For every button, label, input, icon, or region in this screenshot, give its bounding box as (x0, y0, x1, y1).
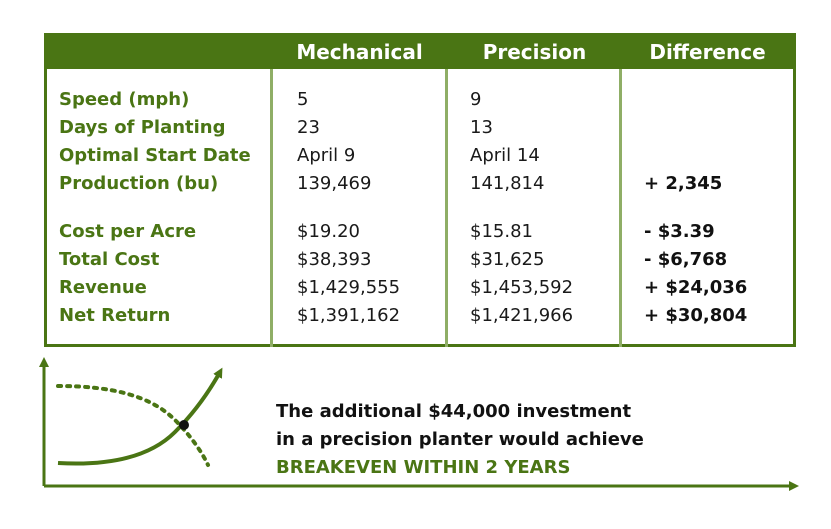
precision-value: April 14 (470, 145, 540, 166)
note-line-1: The additional $44,000 investment (276, 401, 632, 422)
mechanical-value: $19.20 (297, 221, 360, 242)
row-label: Revenue (59, 277, 147, 298)
mechanical-value: $1,391,162 (297, 305, 401, 326)
table-header: Mechanical Precision Difference (47, 36, 793, 69)
table-row: Cost per Acre $19.20 $15.81 - $3.39 (47, 218, 793, 246)
difference-value: - $3.39 (644, 221, 715, 242)
header-difference: Difference (649, 40, 766, 64)
header-mechanical: Mechanical (296, 40, 423, 64)
mechanical-value: April 9 (297, 145, 356, 166)
precision-value: $1,453,592 (470, 277, 574, 298)
precision-value: 141,814 (470, 173, 545, 194)
mechanical-curve (56, 384, 210, 467)
row-label: Production (bu) (59, 173, 219, 194)
breakeven-note: The additional $44,000 investment in a p… (276, 398, 644, 482)
precision-value: $31,625 (470, 249, 545, 270)
difference-value: + $24,036 (644, 277, 748, 298)
precision-value: $15.81 (470, 221, 533, 242)
table-row: Days of Planting 23 13 (47, 114, 793, 142)
row-label: Total Cost (59, 249, 160, 270)
note-highlight: BREAKEVEN WITHIN 2 YEARS (276, 457, 571, 478)
mechanical-value: 5 (297, 89, 309, 110)
row-label: Cost per Acre (59, 221, 197, 242)
column-divider (619, 69, 622, 347)
breakeven-point (179, 420, 189, 430)
table-row: Speed (mph) 5 9 (47, 86, 793, 114)
precision-value: 9 (470, 89, 482, 110)
column-divider (445, 69, 448, 347)
row-label: Optimal Start Date (59, 145, 251, 166)
mechanical-value: 23 (297, 117, 320, 138)
table-row: Net Return $1,391,162 $1,421,966 + $30,8… (47, 302, 793, 330)
header-precision: Precision (482, 40, 587, 64)
comparison-table: Mechanical Precision Difference Speed (m… (44, 33, 796, 347)
table-row: Optimal Start Date April 9 April 14 (47, 142, 793, 170)
precision-value: 13 (470, 117, 493, 138)
difference-value: + 2,345 (644, 173, 723, 194)
mechanical-value: $38,393 (297, 249, 372, 270)
table-row: Revenue $1,429,555 $1,453,592 + $24,036 (47, 274, 793, 302)
difference-value: + $30,804 (644, 305, 748, 326)
row-label: Speed (mph) (59, 89, 190, 110)
mechanical-value: 139,469 (297, 173, 372, 194)
difference-value: - $6,768 (644, 249, 728, 270)
mechanical-value: $1,429,555 (297, 277, 401, 298)
row-label: Net Return (59, 305, 171, 326)
column-divider (270, 69, 273, 347)
row-label: Days of Planting (59, 117, 226, 138)
precision-value: $1,421,966 (470, 305, 574, 326)
table-row: Total Cost $38,393 $31,625 - $6,768 (47, 246, 793, 274)
note-line-2: in a precision planter would achieve (276, 429, 644, 450)
precision-curve (57, 367, 223, 466)
table-row: Production (bu) 139,469 141,814 + 2,345 (47, 170, 793, 198)
